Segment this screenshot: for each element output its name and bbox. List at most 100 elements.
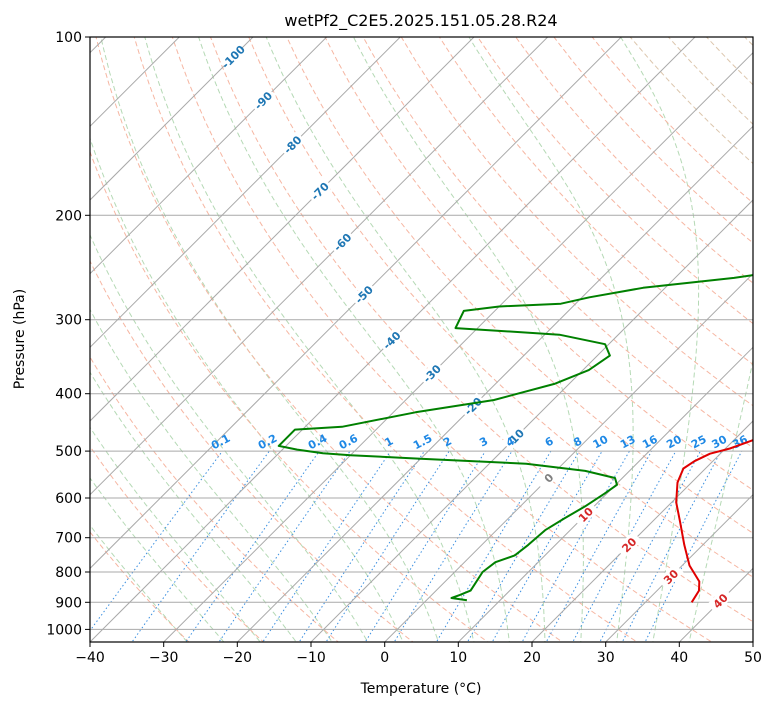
dry-adiabat-line — [95, 37, 564, 642]
mixing-ratio-line — [90, 450, 223, 632]
label-background — [418, 360, 445, 387]
moist-adiabat-line — [90, 426, 261, 642]
chart-title: wetPf2_C2E5.2025.151.05.28.R24 — [284, 11, 557, 31]
label-background — [279, 131, 306, 158]
y-tick-label: 900 — [55, 595, 82, 611]
moist-adiabat-line — [198, 37, 510, 642]
isotherm-line — [90, 37, 549, 496]
moist-adiabat-line — [144, 37, 475, 642]
moist-adiabat-line — [688, 358, 753, 642]
y-axis: 100 200 300 400 500 600 700 800 900 1000 — [46, 30, 90, 638]
mixing-ratio-label: 20 — [664, 433, 684, 452]
mixing-ratio-line — [262, 450, 392, 642]
moist-adiabat-line — [90, 524, 188, 642]
isotherm-line — [236, 125, 753, 642]
x-tick-label: 30 — [597, 650, 615, 666]
moist-adiabat-line — [90, 233, 369, 642]
mixing-ratio-label: 25 — [689, 433, 709, 452]
isotherm-line — [90, 37, 181, 128]
x-tick-label: 10 — [449, 650, 467, 666]
mixing-ratio-line — [218, 450, 351, 642]
mixing-ratio-line — [298, 450, 425, 642]
y-tick-label: 800 — [55, 565, 82, 581]
label-background — [657, 563, 684, 590]
label-background — [459, 392, 486, 419]
isotherm-line — [310, 199, 753, 642]
dry-adiabat-line — [629, 37, 753, 165]
y-tick-label: 400 — [55, 387, 82, 403]
grid — [90, 37, 753, 642]
x-tick-label: 50 — [744, 650, 762, 666]
x-tick-label: −30 — [149, 650, 179, 666]
mixing-ratio-label: 1.5 — [411, 432, 434, 453]
mixing-ratio-label: 8 — [571, 434, 584, 449]
y-tick-label: 200 — [55, 208, 82, 224]
x-tick-label: −40 — [75, 650, 105, 666]
moist-adiabat-line — [265, 37, 546, 642]
isotherm-line — [457, 346, 753, 642]
label-background — [350, 281, 377, 308]
y-tick-label: 600 — [55, 491, 82, 507]
dry-adiabat-line — [133, 37, 638, 642]
x-tick-label: −20 — [223, 650, 253, 666]
label-background — [219, 43, 246, 70]
dry-adiabat-line — [90, 445, 265, 642]
isotherm-line — [90, 37, 402, 349]
dry-adiabat-line — [515, 37, 753, 284]
moist-adiabat-line — [468, 37, 634, 642]
label-background — [572, 501, 599, 528]
x-tick-label: −10 — [296, 650, 326, 666]
y-tick-label: 500 — [55, 444, 82, 460]
mixing-ratio-label: 3 — [477, 434, 490, 449]
mixing-ratio-line — [466, 450, 580, 642]
mixing-ratio-line — [325, 450, 450, 642]
x-axis: −40 −30 −20 −10 0 10 20 30 40 50 — [75, 642, 762, 666]
mixing-ratio-label: 30 — [710, 433, 730, 452]
moist-adiabat-line — [620, 37, 700, 642]
isotherm-line — [531, 420, 753, 642]
mixing-ratio-label: 13 — [618, 433, 638, 452]
mixing-ratio-label: 16 — [640, 433, 660, 452]
x-tick-label: 0 — [380, 650, 389, 666]
mixing-ratio-line — [644, 450, 743, 642]
isotherm-line — [604, 493, 753, 642]
background-lines — [90, 10, 775, 654]
dry-adiabat-line — [248, 37, 753, 578]
isotherm-line — [90, 37, 254, 201]
dry-adiabat-line — [209, 37, 753, 623]
mixing-ratio-line — [572, 450, 677, 642]
isotherm-line — [678, 567, 753, 642]
x-tick-label: 20 — [523, 650, 541, 666]
isotherm-line — [90, 37, 475, 422]
x-tick-label: 40 — [670, 650, 688, 666]
dewpoint-profile-line — [277, 274, 753, 602]
label-background — [329, 228, 356, 255]
dry-adiabat-line — [90, 356, 339, 642]
y-axis-label: Pressure (hPa) — [12, 289, 28, 389]
label-background — [249, 87, 276, 114]
dry-adiabat-line — [756, 10, 775, 654]
y-tick-label: 1000 — [46, 622, 82, 638]
dry-adiabat-line — [705, 37, 753, 86]
moist-adiabat-line — [90, 308, 333, 642]
mixing-ratio-line — [185, 450, 320, 642]
mixing-ratio-label: 1 — [383, 434, 396, 449]
isotherm-line — [90, 37, 623, 570]
temperature-profile-line — [675, 439, 753, 603]
isotherm-line — [752, 641, 753, 642]
label-background — [306, 177, 333, 204]
isotherm-line — [162, 51, 753, 642]
dry-adiabat-line — [744, 37, 753, 47]
dry-adiabat-line — [90, 150, 489, 642]
y-tick-label: 300 — [55, 313, 82, 329]
dry-adiabat-line — [90, 531, 190, 642]
label-background — [535, 464, 562, 491]
series-layer — [277, 274, 753, 603]
dry-adiabat-line — [400, 37, 753, 407]
mixing-ratio-line — [393, 450, 513, 642]
label-background — [706, 587, 734, 614]
y-tick-label: 700 — [55, 531, 82, 547]
mixing-ratio-label: 6 — [543, 434, 556, 449]
mixing-ratio-line — [621, 450, 722, 642]
